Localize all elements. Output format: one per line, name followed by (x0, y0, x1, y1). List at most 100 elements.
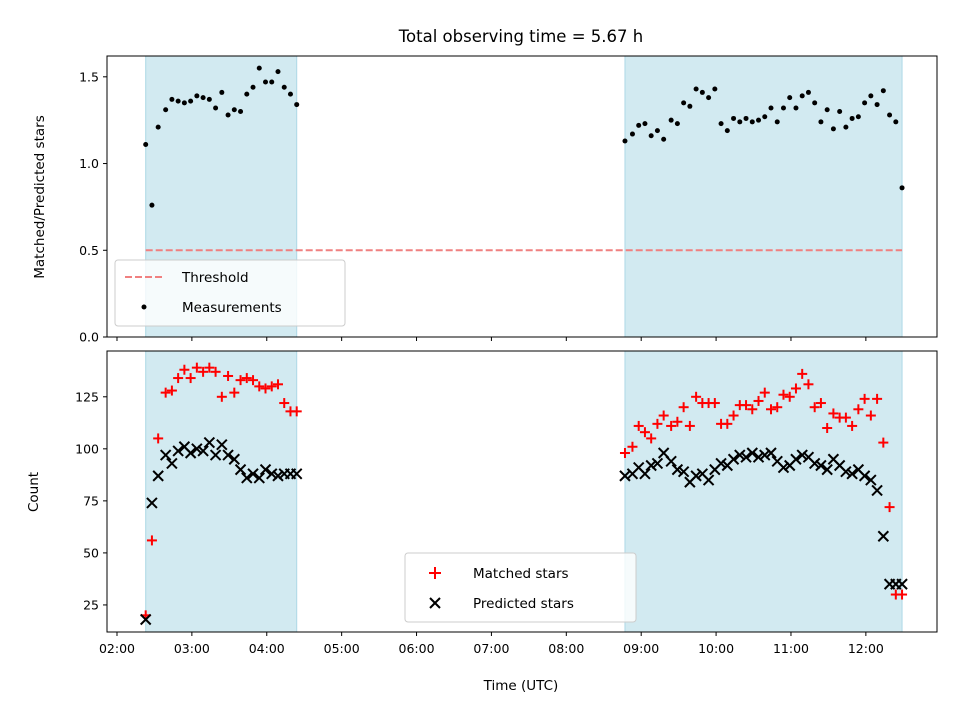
matched-stars-point (216, 391, 227, 402)
measurement-point (793, 105, 799, 111)
chart-title: Total observing time = 5.67 h (398, 27, 643, 46)
matched-stars-point (865, 410, 876, 421)
measurement-point (843, 124, 849, 130)
bottom-y-tick-label: 50 (83, 545, 99, 560)
measurement-point (868, 93, 874, 99)
predicted-stars-legend-swatch (429, 597, 441, 609)
measurement-point (824, 107, 830, 113)
matched-stars-point (778, 389, 789, 400)
measurement-point (661, 136, 667, 142)
measurement-point (724, 128, 730, 134)
measurement-point (681, 100, 687, 106)
measurements-legend-label: Measurements (182, 300, 282, 316)
top-legend-box (114, 259, 346, 327)
predicted-stars-point (877, 530, 890, 542)
bottom-y-tick-label: 100 (75, 441, 99, 456)
measurement-points (143, 65, 905, 208)
x-axis-label: Time (UTC) (483, 678, 559, 694)
x-tick-label: 03:00 (174, 641, 210, 656)
measurement-point (737, 119, 743, 125)
bottom-y-tick-label: 25 (83, 597, 99, 612)
measurement-point (213, 105, 219, 111)
measurement-point (731, 115, 737, 121)
bottom-y-axis-label: Count (26, 472, 42, 512)
measurement-point (874, 102, 880, 108)
predicted-stars-point (146, 497, 158, 509)
matched-stars-point (235, 375, 246, 386)
predicted-stars-point (191, 443, 203, 455)
top-y-tick-label: 0.5 (79, 243, 99, 258)
predicted-stars-point (266, 468, 278, 480)
measurement-point (250, 84, 256, 90)
matched-stars-point (766, 404, 776, 415)
top-x-ticks (116, 337, 867, 341)
matched-stars-point (722, 418, 733, 429)
bottom-y-tick-label: 125 (75, 389, 99, 404)
measurement-point (718, 121, 724, 127)
matched-stars-legend-swatch (429, 567, 441, 579)
predicted-stars-legend-label: Predicted stars (473, 596, 574, 612)
measurement-point (287, 91, 293, 97)
predicted-stars-point (752, 451, 765, 463)
predicted-stars-point (172, 445, 184, 457)
measurement-point (263, 79, 269, 85)
predicted-stars-point (846, 468, 858, 480)
predicted-stars-point (740, 451, 752, 463)
matched-stars-point (166, 385, 177, 396)
matched-stars-point (847, 420, 858, 431)
measurement-point (642, 121, 648, 127)
predicted-stars-point (272, 470, 284, 482)
matched-stars-point (185, 373, 196, 384)
bottom-observing-window-2 (624, 350, 903, 633)
bottom-legend-box (404, 552, 637, 623)
measurement-point (855, 114, 861, 120)
measurement-point (762, 114, 768, 120)
count-panel: 25 50 75 100 125 02:00 03:00 04:00 05:00 06:00 07… (26, 350, 938, 694)
predicted-stars-point (765, 447, 777, 459)
measurement-point (200, 95, 206, 101)
matched-stars-point (691, 391, 702, 402)
bottom-x-axis: 02:00 03:00 04:00 05:00 06:00 07:00 08:00 09:00… (99, 632, 884, 656)
x-tick-label: 07:00 (473, 641, 509, 656)
x-tick-label: 10:00 (698, 641, 734, 656)
matched-stars-point (146, 535, 157, 546)
measurement-point (668, 117, 674, 123)
matched-stars-point (859, 393, 870, 404)
top-plot-frame (106, 55, 938, 338)
measurement-point (687, 103, 693, 109)
predicted-stars-point (777, 461, 790, 474)
predicted-stars-point (166, 457, 178, 470)
top-y-axis: 0.0 0.5 1.0 1.5 (79, 69, 107, 345)
matched-stars-point (254, 381, 265, 392)
measurements-legend-swatch (141, 304, 147, 310)
measurement-point (693, 86, 699, 92)
measurement-point (269, 79, 275, 85)
matched-stars-point (684, 420, 695, 431)
matched-stars-point (884, 502, 895, 513)
predicted-stars-point (259, 463, 272, 476)
measurement-point (155, 124, 161, 130)
measurement-point (629, 131, 635, 137)
matched-stars-point (784, 391, 795, 402)
bottom-plot-frame (106, 350, 938, 633)
measurement-point (281, 84, 287, 90)
matched-stars-point (828, 408, 839, 419)
predicted-stars-point (222, 449, 234, 461)
matched-stars-point (753, 395, 764, 406)
matched-stars-point (759, 387, 770, 398)
predicted-stars-point (203, 436, 216, 449)
measurement-point (648, 133, 654, 139)
matched-stars-point (279, 398, 290, 409)
threshold-legend-label: Threshold (181, 270, 249, 286)
matched-stars-point (652, 418, 663, 429)
measurement-point (149, 202, 155, 208)
measurement-point (893, 119, 899, 125)
measurement-point (712, 86, 718, 92)
predicted-stars-point (690, 470, 702, 482)
measurement-point (818, 119, 824, 125)
matched-stars-point (272, 379, 283, 390)
top-legend: Threshold Measurements (114, 259, 346, 327)
predicted-stars-point (665, 455, 677, 468)
predicted-stars-point (734, 449, 746, 461)
